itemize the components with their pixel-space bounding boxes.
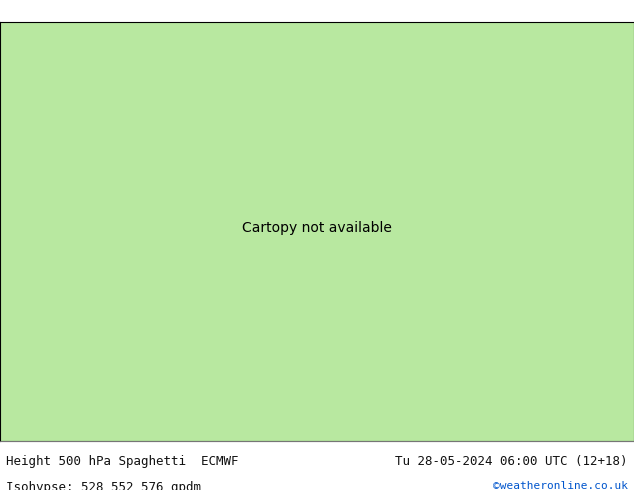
Text: ©weatheronline.co.uk: ©weatheronline.co.uk (493, 481, 628, 490)
Text: Height 500 hPa Spaghetti  ECMWF: Height 500 hPa Spaghetti ECMWF (6, 455, 239, 468)
Text: Tu 28-05-2024 06:00 UTC (12+18): Tu 28-05-2024 06:00 UTC (12+18) (395, 455, 628, 468)
Text: Isohypse: 528 552 576 gpdm: Isohypse: 528 552 576 gpdm (6, 481, 202, 490)
Text: Cartopy not available: Cartopy not available (242, 220, 392, 235)
